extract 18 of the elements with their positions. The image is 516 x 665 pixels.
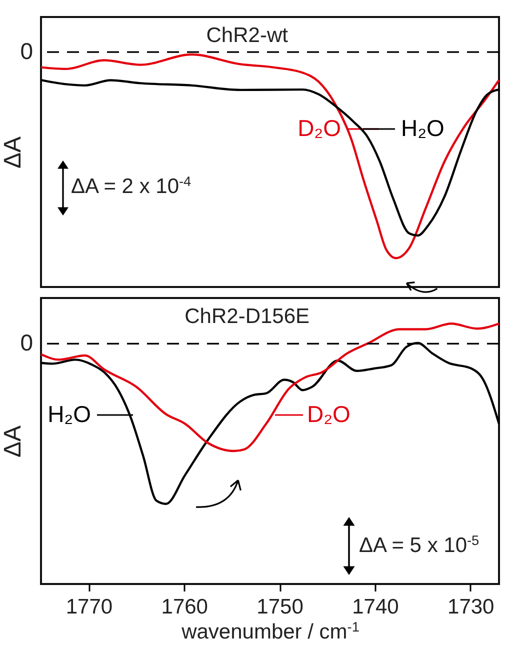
ref-line-label: 0	[20, 330, 33, 356]
x-tick-label: 1730	[448, 596, 494, 618]
x-tick-label: 1770	[66, 596, 113, 618]
chart-title: ChR2-wt	[206, 24, 288, 47]
x-tick-label: 1740	[352, 596, 399, 618]
text: ΔA = 5 x 10$^{-5}$	[359, 532, 480, 557]
legend-label: H₂O	[401, 115, 444, 141]
chart-title: ChR2-D156E	[184, 305, 310, 328]
series-label: D₂O	[298, 115, 341, 141]
annotation: ΔA = 2 x 10$^{-4}$	[71, 174, 192, 198]
x-axis-title: wavenumber / cm$^{-1}$	[180, 619, 360, 644]
x-tick-label: 1760	[161, 596, 208, 618]
x-tick-label: 1750	[256, 596, 304, 618]
series-label: H₂O	[48, 401, 91, 427]
y-axis-title: ΔA	[0, 136, 26, 169]
legend-label: D₂O	[307, 401, 350, 427]
ref-line-label: 0	[20, 38, 33, 64]
y-axis-title: ΔA	[0, 425, 26, 458]
